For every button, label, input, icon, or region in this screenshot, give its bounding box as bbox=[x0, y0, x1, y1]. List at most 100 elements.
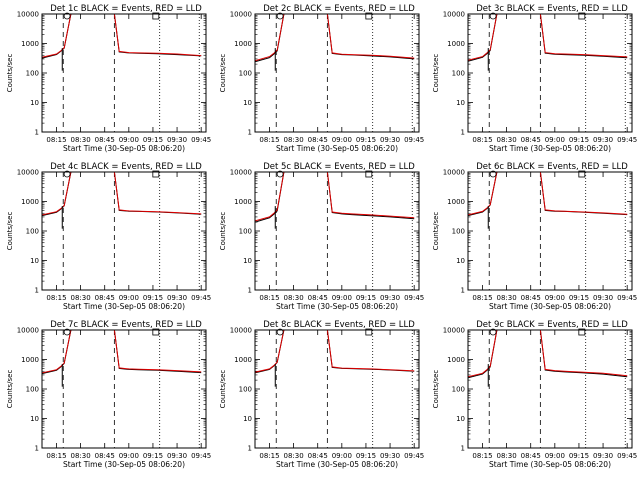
y-tick-label: 1 bbox=[35, 445, 39, 453]
y-tick-label: 10 bbox=[456, 257, 465, 265]
y-axis-label: Counts/sec bbox=[6, 370, 14, 409]
y-tick-label: 10 bbox=[243, 99, 252, 107]
x-tick-label: 08:45 bbox=[521, 294, 541, 302]
x-tick-label: 09:00 bbox=[119, 136, 139, 144]
y-axis-label: Counts/sec bbox=[6, 212, 14, 251]
plot-frame bbox=[254, 329, 420, 449]
y-tick-label: 1000 bbox=[447, 198, 465, 206]
y-tick-label: 1000 bbox=[447, 356, 465, 364]
plot-frame bbox=[41, 171, 207, 291]
y-tick-label: 10000 bbox=[230, 327, 252, 335]
panel-det-2: Det 2c BLACK = Events, RED = LLD 1 10 100 10… bbox=[219, 4, 424, 153]
series-line-events bbox=[468, 172, 628, 217]
series-line-events bbox=[42, 330, 202, 375]
x-tick-label: 08:45 bbox=[521, 136, 541, 144]
plot-frame bbox=[467, 171, 633, 291]
series-line-lld bbox=[255, 330, 415, 373]
series-line-events bbox=[255, 14, 415, 63]
x-tick-label: 08:45 bbox=[308, 294, 328, 302]
panel-title: Det 8c BLACK = Events, RED = LLD bbox=[263, 320, 415, 330]
series-line-events bbox=[468, 14, 628, 62]
y-tick-label: 1 bbox=[35, 129, 39, 137]
y-axis-label: Counts/sec bbox=[432, 370, 440, 409]
panel-title: Det 7c BLACK = Events, RED = LLD bbox=[50, 320, 202, 330]
y-tick-label: 1 bbox=[248, 287, 252, 295]
x-tick-label: 09:30 bbox=[167, 136, 187, 144]
x-tick-label: 09:00 bbox=[545, 136, 565, 144]
square-marker bbox=[365, 12, 373, 20]
y-axis-label: Counts/sec bbox=[432, 212, 440, 251]
x-tick-label: 08:45 bbox=[308, 136, 328, 144]
x-tick-label: 09:00 bbox=[332, 294, 352, 302]
y-tick-label: 100 bbox=[239, 386, 252, 394]
y-tick-label: 10 bbox=[456, 99, 465, 107]
x-tick-label: 08:30 bbox=[496, 294, 516, 302]
x-tick-label: 09:30 bbox=[593, 452, 613, 460]
y-tick-label: 10 bbox=[30, 99, 39, 107]
x-tick-label: 09:30 bbox=[380, 294, 400, 302]
x-tick-label: 09:15 bbox=[569, 294, 589, 302]
x-axis-label: Start Time (30-Sep-05 08:06:20) bbox=[276, 302, 398, 311]
panel-title: Det 5c BLACK = Events, RED = LLD bbox=[263, 162, 415, 172]
x-tick-label: 08:15 bbox=[46, 294, 66, 302]
x-tick-label: 09:15 bbox=[356, 294, 376, 302]
x-tick-label: 09:45 bbox=[404, 452, 424, 460]
x-tick-label: 09:00 bbox=[119, 452, 139, 460]
panel-det-8: Det 8c BLACK = Events, RED = LLD 1 10 100 10… bbox=[219, 320, 424, 469]
y-tick-label: 10 bbox=[30, 415, 39, 423]
x-tick-label: 09:00 bbox=[545, 294, 565, 302]
x-tick-label: 09:00 bbox=[332, 136, 352, 144]
panel-title: Det 3c BLACK = Events, RED = LLD bbox=[476, 4, 628, 14]
panel-title: Det 2c BLACK = Events, RED = LLD bbox=[263, 4, 415, 14]
x-tick-label: 08:45 bbox=[308, 452, 328, 460]
y-tick-label: 10 bbox=[456, 415, 465, 423]
y-tick-label: 10000 bbox=[17, 327, 39, 335]
y-tick-label: 10000 bbox=[17, 169, 39, 177]
y-tick-label: 10000 bbox=[17, 11, 39, 19]
y-tick-label: 10000 bbox=[443, 11, 465, 19]
x-tick-label: 08:30 bbox=[283, 452, 303, 460]
x-tick-label: 09:15 bbox=[569, 452, 589, 460]
x-tick-label: 09:15 bbox=[356, 136, 376, 144]
x-tick-label: 08:45 bbox=[95, 294, 115, 302]
square-marker bbox=[152, 170, 160, 178]
y-tick-label: 1000 bbox=[21, 198, 39, 206]
y-tick-label: 10000 bbox=[230, 11, 252, 19]
series-line-lld bbox=[255, 172, 415, 222]
series-line-lld bbox=[468, 14, 628, 61]
y-tick-label: 10 bbox=[30, 257, 39, 265]
x-tick-label: 09:30 bbox=[593, 294, 613, 302]
x-tick-label: 09:45 bbox=[404, 294, 424, 302]
square-marker bbox=[578, 328, 586, 336]
series-line-lld bbox=[42, 14, 202, 58]
x-tick-label: 09:45 bbox=[191, 452, 211, 460]
x-tick-label: 08:15 bbox=[472, 136, 492, 144]
plot-frame bbox=[41, 329, 207, 449]
panel-title: Det 4c BLACK = Events, RED = LLD bbox=[50, 162, 202, 172]
x-axis-label: Start Time (30-Sep-05 08:06:20) bbox=[276, 460, 398, 469]
x-tick-label: 09:45 bbox=[617, 136, 637, 144]
x-tick-label: 09:45 bbox=[617, 452, 637, 460]
x-tick-label: 09:30 bbox=[167, 294, 187, 302]
y-tick-label: 10 bbox=[243, 415, 252, 423]
panel-det-4: Det 4c BLACK = Events, RED = LLD 1 10 100 10… bbox=[6, 162, 211, 311]
x-tick-label: 09:15 bbox=[356, 452, 376, 460]
plot-frame bbox=[467, 329, 633, 449]
panel-title: Det 1c BLACK = Events, RED = LLD bbox=[50, 4, 202, 14]
y-tick-label: 100 bbox=[452, 228, 465, 236]
y-tick-label: 10000 bbox=[443, 169, 465, 177]
x-tick-label: 09:30 bbox=[167, 452, 187, 460]
x-tick-label: 08:30 bbox=[283, 294, 303, 302]
x-tick-label: 08:15 bbox=[46, 452, 66, 460]
x-tick-label: 09:45 bbox=[191, 136, 211, 144]
x-tick-label: 09:45 bbox=[404, 136, 424, 144]
series-line-lld bbox=[42, 172, 202, 216]
x-tick-label: 08:45 bbox=[521, 452, 541, 460]
x-axis-label: Start Time (30-Sep-05 08:06:20) bbox=[63, 302, 185, 311]
y-tick-label: 1 bbox=[461, 287, 465, 295]
x-tick-label: 08:30 bbox=[496, 452, 516, 460]
y-axis-label: Counts/sec bbox=[432, 54, 440, 93]
x-tick-label: 09:30 bbox=[380, 452, 400, 460]
y-tick-label: 100 bbox=[452, 70, 465, 78]
